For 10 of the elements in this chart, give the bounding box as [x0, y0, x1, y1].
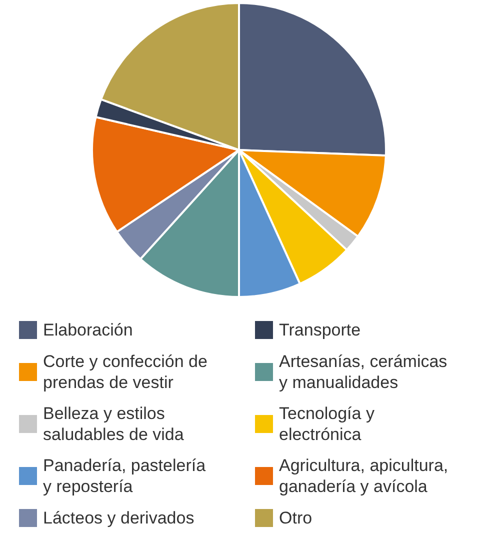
legend-label: Transporte	[279, 320, 361, 340]
legend-label: Artesanías, cerámicas y manualidades	[279, 352, 452, 392]
legend-label: Otro	[279, 508, 312, 528]
legend-label: Lácteos y derivados	[43, 508, 194, 528]
legend-label: Tecnología y electrónica	[279, 404, 380, 444]
legend-label: Belleza y estilos saludables de vida	[43, 404, 184, 444]
legend-label: Elaboración	[43, 320, 133, 340]
legend-label: Corte y confección de prendas de vestir	[43, 352, 212, 392]
legend-label: Panadería, pastelería y repostería	[43, 456, 210, 496]
legend-label: Agricultura, apicultura, ganadería y avícola	[279, 456, 453, 496]
